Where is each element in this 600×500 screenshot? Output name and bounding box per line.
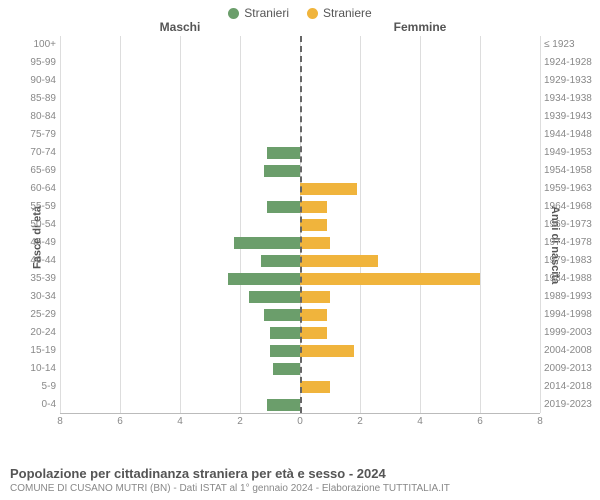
bar-male: [234, 237, 300, 249]
birth-year-label: 1969-1973: [544, 216, 598, 234]
population-pyramid-chart: Stranieri Straniere Maschi Femmine Fasce…: [0, 0, 600, 500]
birth-year-label: 1979-1983: [544, 252, 598, 270]
age-label: 60-64: [2, 180, 56, 198]
age-label: 35-39: [2, 270, 56, 288]
birth-year-label: 1984-1988: [544, 270, 598, 288]
header-female: Femmine: [300, 20, 540, 34]
age-label: 75-79: [2, 126, 56, 144]
x-tick-label: 2: [357, 416, 363, 427]
birth-year-label: 1924-1928: [544, 54, 598, 72]
x-tick-label: 8: [57, 416, 63, 427]
age-label: 90-94: [2, 72, 56, 90]
center-line: [300, 36, 302, 413]
x-tick-label: 4: [417, 416, 423, 427]
age-label: 45-49: [2, 234, 56, 252]
age-label: 30-34: [2, 288, 56, 306]
bar-male: [249, 291, 300, 303]
bar-male: [267, 147, 300, 159]
age-label: 55-59: [2, 198, 56, 216]
birth-year-label: 2014-2018: [544, 378, 598, 396]
birth-year-label: 1959-1963: [544, 180, 598, 198]
chart-title: Popolazione per cittadinanza straniera p…: [10, 466, 590, 481]
header-male: Maschi: [60, 20, 300, 34]
birth-year-label: 1954-1958: [544, 162, 598, 180]
x-tick-label: 0: [297, 416, 303, 427]
birth-year-label: 1964-1968: [544, 198, 598, 216]
column-headers: Maschi Femmine: [60, 20, 540, 34]
legend-item-male: Stranieri: [228, 6, 289, 20]
bar-female: [300, 219, 327, 231]
birth-year-label: 1949-1953: [544, 144, 598, 162]
age-label: 65-69: [2, 162, 56, 180]
birth-year-label: ≤ 1923: [544, 36, 598, 54]
age-label: 25-29: [2, 306, 56, 324]
bar-male: [270, 345, 300, 357]
age-label: 100+: [2, 36, 56, 54]
bar-male: [264, 309, 300, 321]
age-label: 15-19: [2, 342, 56, 360]
bar-male: [270, 327, 300, 339]
birth-year-label: 1994-1998: [544, 306, 598, 324]
legend-item-female: Straniere: [307, 6, 372, 20]
birth-year-label: 2019-2023: [544, 396, 598, 414]
x-tick-label: 6: [477, 416, 483, 427]
x-tick-label: 6: [117, 416, 123, 427]
bar-female: [300, 273, 480, 285]
birth-year-label: 1999-2003: [544, 324, 598, 342]
age-label: 20-24: [2, 324, 56, 342]
birth-year-label: 1929-1933: [544, 72, 598, 90]
birth-year-label: 1944-1948: [544, 126, 598, 144]
age-label: 95-99: [2, 54, 56, 72]
bar-male: [267, 201, 300, 213]
birth-year-label: 2004-2008: [544, 342, 598, 360]
legend-swatch-female: [307, 8, 318, 19]
birth-year-label: 1934-1938: [544, 90, 598, 108]
age-label: 50-54: [2, 216, 56, 234]
bar-male: [261, 255, 300, 267]
birth-year-label: 1939-1943: [544, 108, 598, 126]
legend-swatch-male: [228, 8, 239, 19]
chart-subtitle: COMUNE DI CUSANO MUTRI (BN) - Dati ISTAT…: [10, 483, 590, 494]
bar-female: [300, 183, 357, 195]
bar-female: [300, 201, 327, 213]
age-label: 5-9: [2, 378, 56, 396]
chart-footer: Popolazione per cittadinanza straniera p…: [10, 466, 590, 494]
bar-male: [273, 363, 300, 375]
x-tick-label: 2: [237, 416, 243, 427]
age-label: 40-44: [2, 252, 56, 270]
bar-female: [300, 327, 327, 339]
bar-female: [300, 309, 327, 321]
bar-female: [300, 381, 330, 393]
plot-area: 864202468100+≤ 192395-991924-192890-9419…: [60, 36, 540, 414]
age-label: 70-74: [2, 144, 56, 162]
legend-label-female: Straniere: [323, 6, 372, 20]
legend-label-male: Stranieri: [244, 6, 289, 20]
age-label: 10-14: [2, 360, 56, 378]
birth-year-label: 1974-1978: [544, 234, 598, 252]
x-tick-label: 8: [537, 416, 543, 427]
birth-year-label: 1989-1993: [544, 288, 598, 306]
bar-male: [267, 399, 300, 411]
bar-male: [228, 273, 300, 285]
age-label: 80-84: [2, 108, 56, 126]
birth-year-label: 2009-2013: [544, 360, 598, 378]
x-tick-label: 4: [177, 416, 183, 427]
bar-female: [300, 291, 330, 303]
bar-female: [300, 345, 354, 357]
bar-male: [264, 165, 300, 177]
legend: Stranieri Straniere: [0, 0, 600, 20]
bar-female: [300, 237, 330, 249]
grid-line: [540, 36, 541, 413]
age-label: 0-4: [2, 396, 56, 414]
bar-female: [300, 255, 378, 267]
age-label: 85-89: [2, 90, 56, 108]
